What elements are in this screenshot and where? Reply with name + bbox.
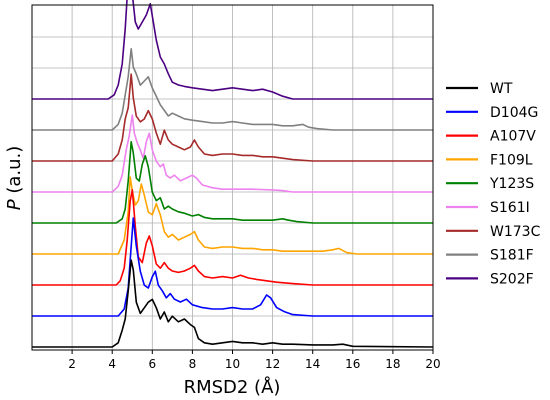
legend-label: W173C: [490, 224, 541, 240]
legend-label: S161I: [490, 200, 530, 216]
y-axis-title: P (a.u.): [4, 146, 25, 211]
legend-label: D104G: [490, 105, 538, 121]
x-axis-ticks: 2 4 6 8 10 12 14 16 18 20: [68, 350, 441, 371]
x-tick-label: 2: [68, 357, 76, 371]
series-line-s181f: [32, 48, 433, 131]
series-line-y123s: [32, 141, 433, 224]
legend-label: Y123S: [489, 176, 534, 192]
legend-label: WT: [490, 81, 513, 97]
x-tick-label: 18: [385, 357, 400, 371]
legend: WT D104G A107V F109L Y123S S161I W173C S181F S20…: [446, 81, 541, 287]
x-tick-label: 12: [265, 357, 280, 371]
legend-label: F109L: [490, 152, 533, 168]
x-tick-label: 14: [305, 357, 320, 371]
legend-label: S181F: [490, 248, 534, 264]
series-line-a107v: [32, 189, 433, 286]
legend-label: S202F: [490, 271, 534, 287]
series-line-w173c: [32, 73, 433, 162]
x-axis-title: RMSD2 (Å): [184, 376, 281, 398]
x-tick-label: 6: [148, 357, 156, 371]
series-line-s161i: [32, 114, 433, 193]
x-tick-label: 8: [189, 357, 197, 371]
series-line-wt: [32, 259, 434, 348]
x-tick-label: 20: [425, 357, 440, 371]
x-tick-label: 10: [225, 357, 240, 371]
legend-label: A107V: [490, 129, 536, 145]
x-tick-label: 16: [345, 357, 360, 371]
series-line-f109l: [32, 176, 433, 255]
x-tick-label: 4: [108, 357, 116, 371]
series-line-d104g: [32, 217, 433, 317]
